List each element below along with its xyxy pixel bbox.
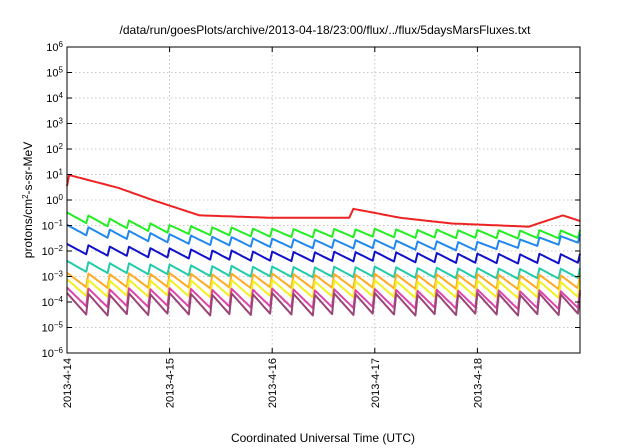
series-line-9 (66, 292, 581, 317)
chart-title: /data/run/goesPlots/archive/2013-04-18/2… (120, 23, 532, 37)
y-tick-label: 103 (46, 116, 63, 131)
series-line-7 (66, 278, 581, 300)
y-tick-label: 10−2 (42, 244, 64, 259)
series-line-8 (66, 286, 581, 311)
series-line-4 (66, 243, 581, 265)
series-group (66, 174, 581, 317)
series-line-3 (66, 223, 581, 252)
grid (67, 47, 580, 353)
y-tick-label: 10−3 (42, 269, 64, 284)
y-tick-label: 104 (46, 91, 63, 106)
x-tick-label: 2013-4-16 (267, 358, 279, 408)
x-tick-label: 2013-4-17 (370, 358, 382, 408)
x-tick-label: 2013-4-15 (165, 358, 177, 408)
y-axis-label: protons/cm2-s-sr-MeV (21, 142, 36, 258)
y-tick-label: 10−4 (42, 295, 64, 310)
series-line-5 (66, 260, 581, 280)
y-tick-label: 100 (46, 193, 63, 208)
x-axis: 2013-4-14 2013-4-15 2013-4-16 2013-4-17 2013… (62, 47, 484, 408)
y-tick-label: 10−5 (42, 320, 64, 335)
x-axis-label: Coordinated Universal Time (UTC) (231, 431, 415, 445)
y-tick-label: 105 (46, 65, 63, 80)
x-tick-label: 2013-4-18 (472, 358, 484, 408)
series-line-2 (66, 211, 581, 240)
y-tick-label: 106 (46, 40, 63, 55)
series-line-6 (66, 272, 581, 291)
y-tick-label: 10−1 (42, 218, 64, 233)
x-tick-label: 2013-4-14 (62, 358, 74, 408)
y-tick-label: 101 (46, 167, 63, 182)
y-tick-label: 10−6 (42, 346, 64, 361)
series-line-1 (66, 174, 581, 228)
y-tick-label: 102 (46, 142, 63, 157)
